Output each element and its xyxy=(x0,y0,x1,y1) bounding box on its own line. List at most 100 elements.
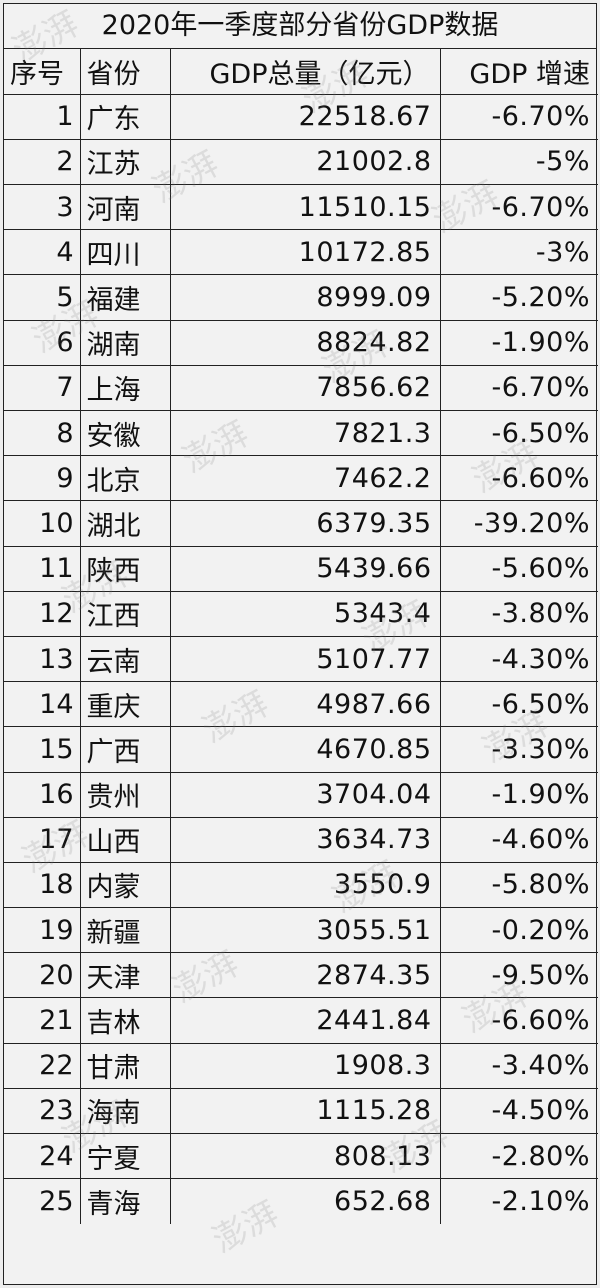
cell-province: 内蒙 xyxy=(79,861,171,909)
cell-province: 安徽 xyxy=(79,409,171,457)
cell-index: 13 xyxy=(4,635,81,683)
table-row: 5 福建 8999.09 -5.20% xyxy=(4,274,598,321)
cell-gdp: 1115.28 xyxy=(169,1087,441,1135)
cell-growth: -3% xyxy=(439,229,598,276)
header-gdp: GDP总量（亿元） xyxy=(169,49,441,95)
cell-gdp: 22518.67 xyxy=(169,93,441,140)
cell-index: 3 xyxy=(4,184,81,231)
cell-province: 海南 xyxy=(79,1087,171,1135)
cell-province: 湖南 xyxy=(79,319,171,366)
cell-gdp: 10172.85 xyxy=(169,229,441,276)
table-row: 21 吉林 2441.84 -6.60% xyxy=(4,997,598,1044)
cell-province: 吉林 xyxy=(79,997,171,1044)
table-row: 25 青海 652.68 -2.10% xyxy=(4,1178,598,1224)
table-row: 14 重庆 4987.66 -6.50% xyxy=(4,681,598,728)
cell-province: 福建 xyxy=(79,274,171,321)
table-row: 13 云南 5107.77 -4.30% xyxy=(4,635,598,683)
cell-index: 2 xyxy=(4,138,81,186)
cell-province: 贵州 xyxy=(79,771,171,818)
cell-province: 江西 xyxy=(79,590,171,637)
cell-growth: -3.80% xyxy=(439,590,598,637)
cell-growth: -5.20% xyxy=(439,274,598,321)
table-row: 19 新疆 3055.51 -0.20% xyxy=(4,907,598,954)
cell-index: 17 xyxy=(4,816,81,863)
cell-index: 20 xyxy=(4,952,81,999)
cell-index: 21 xyxy=(4,997,81,1044)
cell-growth: -6.70% xyxy=(439,93,598,140)
table-body: 1 广东 22518.67 -6.70% 2 江苏 21002.8 -5% 3 河南 11510.1… xyxy=(4,93,598,1224)
cell-gdp: 3704.04 xyxy=(169,771,441,818)
cell-province: 上海 xyxy=(79,364,171,412)
cell-index: 16 xyxy=(4,771,81,818)
table-row: 1 广东 22518.67 -6.70% xyxy=(4,93,598,140)
cell-gdp: 2441.84 xyxy=(169,997,441,1044)
cell-growth: -3.30% xyxy=(439,726,598,773)
cell-growth: -1.90% xyxy=(439,771,598,818)
cell-index: 4 xyxy=(4,229,81,276)
cell-province: 江苏 xyxy=(79,138,171,186)
table-row: 22 甘肃 1908.3 -3.40% xyxy=(4,1042,598,1089)
cell-gdp: 2874.35 xyxy=(169,952,441,999)
cell-province: 山西 xyxy=(79,816,171,863)
cell-province: 广西 xyxy=(79,726,171,773)
cell-province: 云南 xyxy=(79,635,171,683)
cell-growth: -6.70% xyxy=(439,364,598,412)
cell-gdp: 7821.3 xyxy=(169,409,441,457)
cell-gdp: 5343.4 xyxy=(169,590,441,637)
cell-province: 广东 xyxy=(79,93,171,140)
table-row: 6 湖南 8824.82 -1.90% xyxy=(4,319,598,366)
cell-gdp: 5439.66 xyxy=(169,545,441,592)
cell-index: 18 xyxy=(4,861,81,909)
cell-province: 陕西 xyxy=(79,545,171,592)
cell-growth: -2.80% xyxy=(439,1132,598,1180)
cell-index: 25 xyxy=(4,1178,81,1224)
cell-index: 8 xyxy=(4,409,81,457)
cell-growth: -9.50% xyxy=(439,952,598,999)
cell-growth: -6.50% xyxy=(439,409,598,457)
cell-index: 14 xyxy=(4,681,81,728)
cell-province: 四川 xyxy=(79,229,171,276)
cell-province: 北京 xyxy=(79,455,171,502)
cell-index: 1 xyxy=(4,93,81,140)
cell-gdp: 3634.73 xyxy=(169,816,441,863)
cell-gdp: 7856.62 xyxy=(169,364,441,412)
cell-index: 9 xyxy=(4,455,81,502)
table-row: 24 宁夏 808.13 -2.80% xyxy=(4,1132,598,1180)
cell-gdp: 21002.8 xyxy=(169,138,441,186)
cell-growth: -39.20% xyxy=(439,500,598,547)
cell-province: 宁夏 xyxy=(79,1132,171,1180)
table-title: 2020年一季度部分省份GDP数据 xyxy=(4,4,596,49)
cell-gdp: 1908.3 xyxy=(169,1042,441,1089)
table-row: 23 海南 1115.28 -4.50% xyxy=(4,1087,598,1135)
cell-gdp: 7462.2 xyxy=(169,455,441,502)
table-row: 3 河南 11510.15 -6.70% xyxy=(4,184,598,231)
cell-growth: -4.60% xyxy=(439,816,598,863)
cell-growth: -6.50% xyxy=(439,681,598,728)
cell-index: 5 xyxy=(4,274,81,321)
cell-growth: -6.70% xyxy=(439,184,598,231)
table-row: 4 四川 10172.85 -3% xyxy=(4,229,598,276)
cell-gdp: 6379.35 xyxy=(169,500,441,547)
cell-gdp: 8824.82 xyxy=(169,319,441,366)
cell-gdp: 808.13 xyxy=(169,1132,441,1180)
table-row: 7 上海 7856.62 -6.70% xyxy=(4,364,598,412)
gdp-table: 序号 省份 GDP总量（亿元） GDP 增速 1 广东 22518.67 -6.70%… xyxy=(4,49,598,1224)
cell-index: 22 xyxy=(4,1042,81,1089)
cell-index: 19 xyxy=(4,907,81,954)
table-row: 18 内蒙 3550.9 -5.80% xyxy=(4,861,598,909)
cell-gdp: 3055.51 xyxy=(169,907,441,954)
cell-growth: -6.60% xyxy=(439,997,598,1044)
cell-index: 7 xyxy=(4,364,81,412)
cell-growth: -2.10% xyxy=(439,1178,598,1224)
table-row: 8 安徽 7821.3 -6.50% xyxy=(4,409,598,457)
header-growth: GDP 增速 xyxy=(439,49,598,95)
cell-province: 湖北 xyxy=(79,500,171,547)
table-row: 15 广西 4670.85 -3.30% xyxy=(4,726,598,773)
cell-index: 10 xyxy=(4,500,81,547)
header-index: 序号 xyxy=(4,49,81,95)
table-row: 20 天津 2874.35 -9.50% xyxy=(4,952,598,999)
cell-growth: -5.60% xyxy=(439,545,598,592)
cell-index: 15 xyxy=(4,726,81,773)
cell-growth: -6.60% xyxy=(439,455,598,502)
cell-province: 重庆 xyxy=(79,681,171,728)
